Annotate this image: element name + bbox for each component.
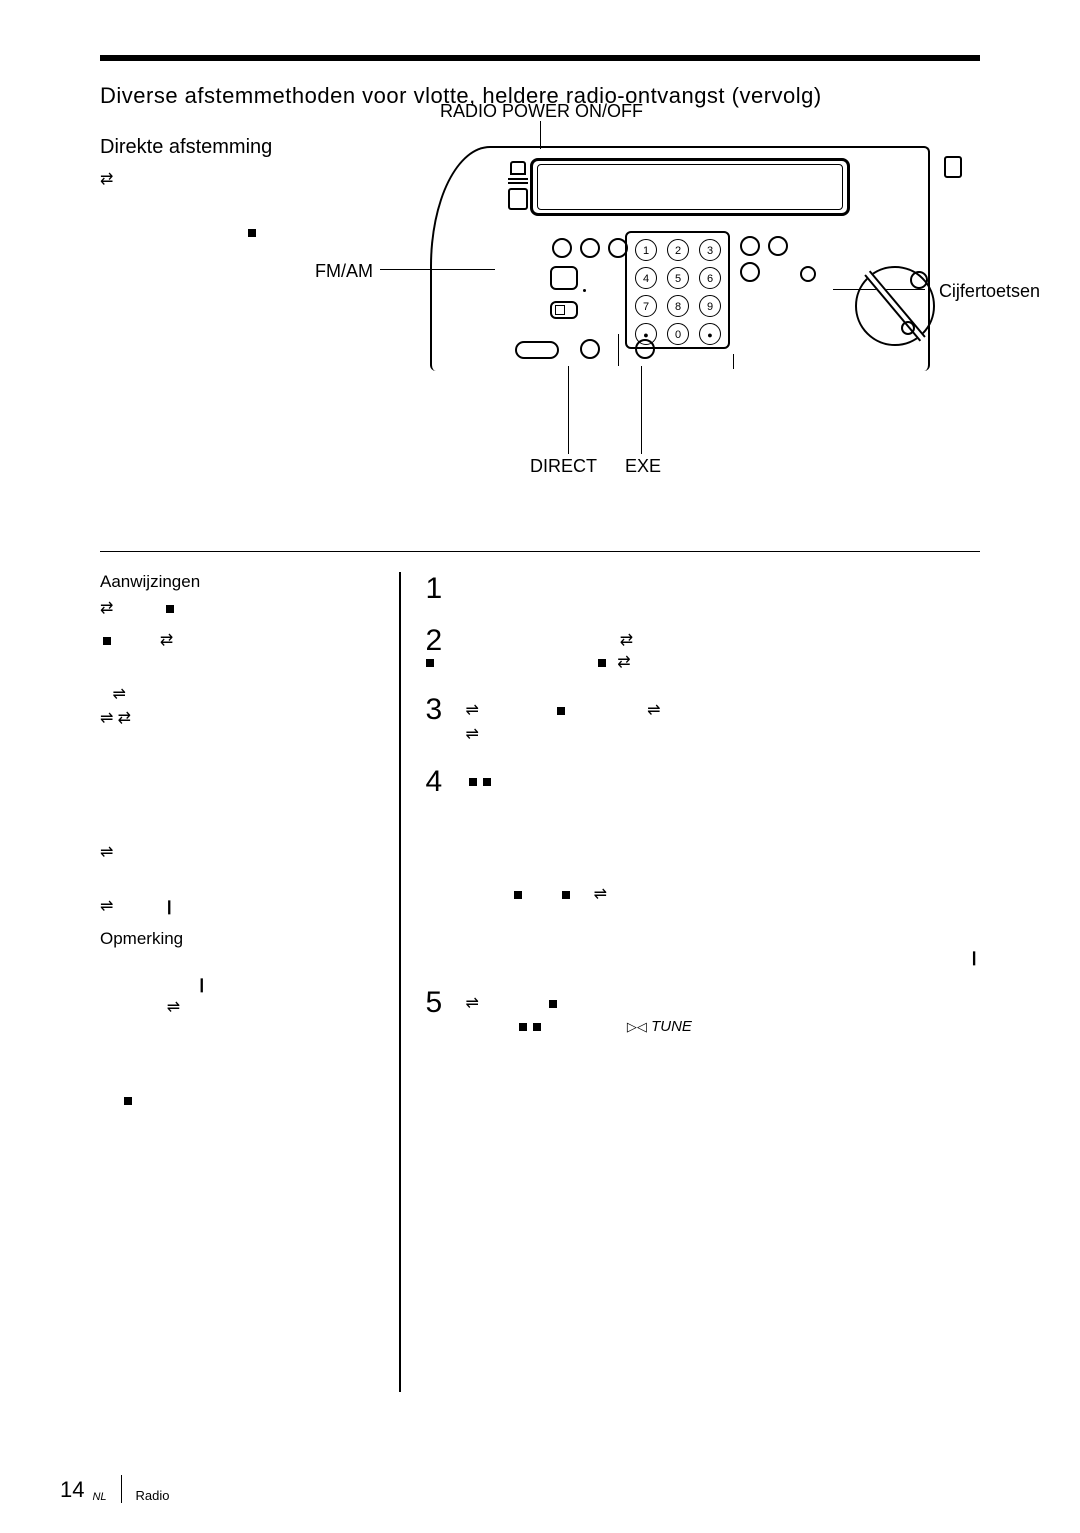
lang-code: NL — [92, 1491, 106, 1503]
arrow-icon: ⇄ — [620, 637, 633, 645]
square-icon — [124, 1097, 132, 1105]
tune-label: TUNE — [651, 1018, 692, 1035]
arrow-icon: ⇌ — [594, 883, 607, 907]
page-number: 14 — [60, 1477, 84, 1503]
footer-section: Radio — [136, 1488, 170, 1503]
square-icon — [483, 778, 491, 786]
square-icon — [557, 707, 565, 715]
step-number: 5 — [426, 986, 466, 1039]
diagram-area: Direkte afstemming ⇄ RADIO POWER ON/OFF … — [100, 121, 980, 551]
leader-line — [568, 366, 569, 454]
arrow-icon: ⇌ — [466, 723, 479, 747]
arrow-icon: ⇄ — [617, 659, 630, 667]
step-5: 5 ⇌ ▷◁ TUNE — [426, 986, 980, 1039]
arrow-icon: ⇌ — [466, 992, 479, 1016]
hint-text: ⇌ ⇌ ⇄ — [100, 683, 379, 731]
hint-text: ⇄ — [100, 630, 379, 653]
label-fm-am: FM/AM — [315, 261, 373, 282]
key-4: 4 — [635, 267, 657, 289]
arrow-icon: ⇌ — [647, 699, 660, 723]
hint-text: ⇌ — [100, 841, 379, 865]
tick-icon: ❙ — [968, 947, 980, 968]
hint-text: ⇌ ❙ — [100, 895, 379, 919]
square-icon — [562, 891, 570, 899]
label-exe: EXE — [625, 456, 661, 477]
tick-icon: ❙ — [196, 974, 208, 995]
square-icon — [549, 1000, 557, 1008]
step-4: 4 ⇌ ❙ — [426, 765, 980, 969]
footer-divider — [121, 1475, 122, 1503]
note-text — [100, 1090, 379, 1113]
step-number: 4 — [426, 765, 466, 969]
arrow-icon: ⇌ — [100, 841, 113, 865]
tune-icon: ▷◁ — [627, 1019, 647, 1034]
square-icon — [519, 1023, 527, 1031]
step-number: 1 — [426, 572, 466, 606]
key-2: 2 — [667, 239, 689, 261]
step-3: 3 ⇌ ⇌ ⇌ — [426, 693, 980, 747]
note-text: ❙ ⇌ — [100, 974, 379, 1021]
body-columns: Aanwijzingen ⇄ ⇄ ⇌ ⇌ ⇄ ⇌ ⇌ — [100, 572, 980, 1392]
square-icon — [469, 778, 477, 786]
square-icon — [533, 1023, 541, 1031]
note-heading: Opmerking — [100, 929, 379, 949]
top-rule — [100, 55, 980, 61]
keypad: 1 2 3 4 5 6 7 8 9 0 ● ● — [625, 231, 730, 349]
key-8: 8 — [667, 295, 689, 317]
label-cijfertoetsen: Cijfertoetsen — [939, 281, 1040, 302]
step-number: 3 — [426, 693, 466, 747]
left-column: Aanwijzingen ⇄ ⇄ ⇌ ⇌ ⇄ ⇌ ⇌ — [100, 572, 399, 1392]
step-2: 2 ⇄ ⇄ — [426, 624, 980, 675]
leader-line — [641, 366, 642, 454]
arrow-icon: ⇌ — [167, 996, 180, 1020]
square-icon — [514, 891, 522, 899]
arrow-icon: ⇄ — [100, 605, 113, 613]
key-3: 3 — [699, 239, 721, 261]
square-icon — [598, 659, 606, 667]
arrow-icon: ⇌ — [100, 707, 113, 731]
key-7: 7 — [635, 295, 657, 317]
key-1: 1 — [635, 239, 657, 261]
arrow-icon: ⇄ — [160, 637, 173, 645]
label-radio-power: RADIO POWER ON/OFF — [440, 101, 643, 122]
arrow-icon: ⇌ — [466, 699, 479, 723]
divider — [100, 551, 980, 552]
arrow-icon: ⇄ — [100, 176, 113, 184]
square-icon — [248, 229, 256, 237]
page-footer: 14 NL Radio — [60, 1475, 170, 1503]
key-0: 0 — [667, 323, 689, 345]
arrow-icon: ⇌ — [113, 683, 126, 707]
label-direct: DIRECT — [530, 456, 597, 477]
key-9: 9 — [699, 295, 721, 317]
arrow-icon: ⇄ — [118, 715, 131, 723]
key-6: 6 — [699, 267, 721, 289]
square-icon — [103, 637, 111, 645]
arrow-icon: ⇌ — [100, 895, 113, 919]
square-icon — [426, 659, 434, 667]
device-illustration: 1 2 3 4 5 6 7 8 9 0 ● ● — [380, 126, 950, 376]
tick-icon: ❙ — [163, 896, 175, 917]
hints-heading: Aanwijzingen — [100, 572, 379, 592]
square-icon — [166, 605, 174, 613]
right-column: 1 2 ⇄ ⇄ — [401, 572, 980, 1392]
subtitle: Direkte afstemming — [100, 136, 272, 159]
step-1: 1 — [426, 572, 980, 606]
key-5: 5 — [667, 267, 689, 289]
hint-text: ⇄ — [100, 598, 379, 621]
